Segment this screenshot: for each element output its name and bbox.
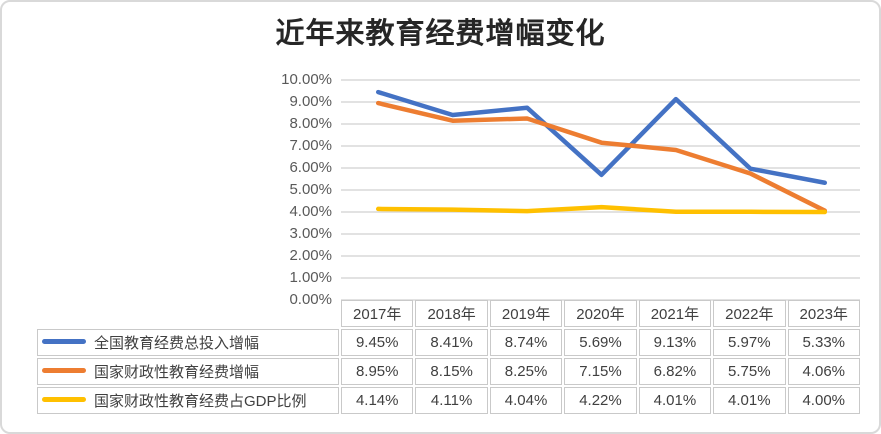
legend-item: 国家财政性教育经费占GDP比例 [37, 387, 339, 414]
y-axis-tick-label: 1.00% [289, 269, 332, 286]
series-line-1 [375, 89, 828, 185]
data-cell: 7.15% [564, 358, 637, 385]
data-cell: 6.82% [638, 358, 712, 385]
column-header-year: 2019年 [489, 300, 563, 327]
y-axis-tick-label: 3.00% [289, 225, 332, 242]
data-cell: 5.97% [713, 329, 786, 356]
table-row-series-2: 国家财政性教育经费增幅 8.95% 8.15% 8.25% 7.15% 6.82% 5.75… [37, 358, 860, 385]
y-axis-tick-label: 9.00% [289, 93, 332, 110]
table-header-row: 2017年 2018年 2019年 2020年 2021年 2022年 2023年 [37, 300, 860, 327]
data-cell: 8.25% [489, 358, 563, 385]
series-line-3 [375, 204, 828, 215]
legend-series-label: 国家财政性教育经费占GDP比例 [94, 393, 307, 410]
y-axis-tick-label: 2.00% [289, 247, 332, 264]
table-row-series-1: 全国教育经费总投入增幅 9.45% 8.41% 8.74% 5.69% 9.13% 5.97… [37, 329, 860, 356]
data-cell: 4.22% [564, 387, 637, 414]
data-cell: 4.04% [489, 387, 563, 414]
column-header-year: 2022年 [713, 300, 786, 327]
data-cell: 4.11% [415, 387, 488, 414]
y-axis-tick-label: 7.00% [289, 137, 332, 154]
y-axis-tick-label: 8.00% [289, 115, 332, 132]
data-cell: 8.74% [489, 329, 563, 356]
column-header-year: 2018年 [415, 300, 488, 327]
legend-item: 全国教育经费总投入增幅 [37, 329, 339, 356]
data-cell: 4.06% [787, 358, 860, 385]
data-cell: 9.13% [638, 329, 712, 356]
y-axis-tick-label: 6.00% [289, 159, 332, 176]
legend-line-marker-icon [42, 396, 86, 402]
table-row-series-3: 国家财政性教育经费占GDP比例 4.14% 4.11% 4.04% 4.22% 4.01%… [37, 387, 860, 414]
data-cell: 4.00% [787, 387, 860, 414]
data-cell: 5.69% [564, 329, 637, 356]
data-cell: 8.95% [341, 358, 414, 385]
data-table: 2017年 2018年 2019年 2020年 2021年 2022年 2023年 全国教育经… [35, 298, 862, 416]
data-cell: 4.01% [638, 387, 712, 414]
column-header-year: 2020年 [564, 300, 637, 327]
column-header-year: 2023年 [787, 300, 860, 327]
legend-series-label: 全国教育经费总投入增幅 [94, 335, 260, 352]
data-cell: 8.41% [415, 329, 488, 356]
legend-item: 国家财政性教育经费增幅 [37, 358, 339, 385]
data-cell: 9.45% [341, 329, 414, 356]
y-axis-tick-label: 5.00% [289, 181, 332, 198]
data-cell: 8.15% [415, 358, 488, 385]
data-cell: 4.14% [341, 387, 414, 414]
data-cell: 4.01% [713, 387, 786, 414]
column-header-year: 2021年 [638, 300, 712, 327]
data-cell: 5.33% [787, 329, 860, 356]
chart-title: 近年来教育经费增幅变化 [275, 18, 606, 50]
y-axis-tick-label: 10.00% [281, 71, 332, 88]
series-line-2 [375, 100, 828, 213]
table-corner-blank [37, 300, 339, 327]
legend-series-label: 国家财政性教育经费增幅 [94, 364, 260, 381]
legend-line-marker-icon [42, 367, 86, 373]
data-cell: 5.75% [713, 358, 786, 385]
y-axis-tick-label: 4.00% [289, 203, 332, 220]
y-axis-tick-label: 0.00% [289, 291, 332, 308]
legend-line-marker-icon [42, 338, 86, 344]
column-header-year: 2017年 [341, 300, 414, 327]
